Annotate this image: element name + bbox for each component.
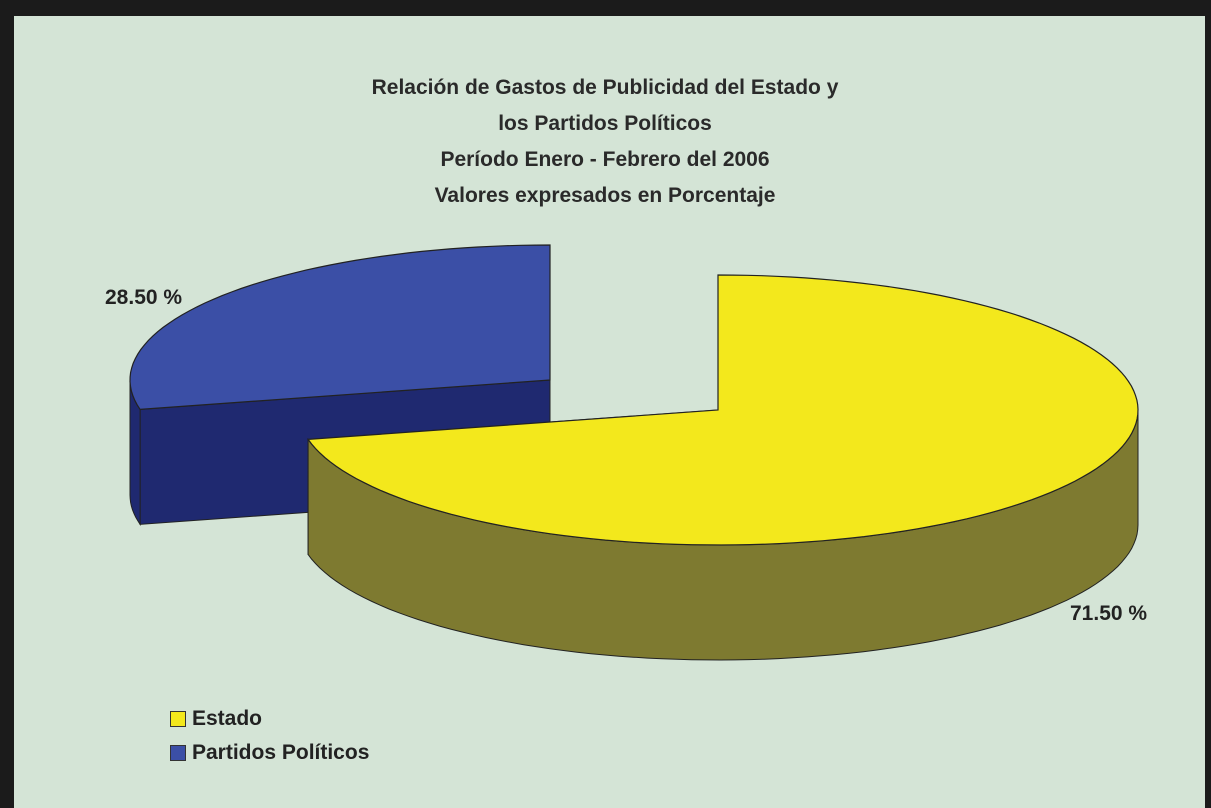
chart-title: Relación de Gastos de Publicidad del Est…	[200, 70, 1010, 214]
title-line-2: los Partidos Políticos	[498, 112, 712, 135]
legend-item-partidos: Partidos Políticos	[170, 736, 369, 770]
legend-label-estado: Estado	[192, 707, 263, 730]
title-line-1: Relación de Gastos de Publicidad del Est…	[371, 76, 839, 99]
data-label-partidos: 28.50 %	[105, 286, 183, 309]
legend-label-partidos: Partidos Políticos	[192, 741, 370, 764]
legend-swatch-partidos	[170, 745, 186, 761]
data-label-estado: 71.50 %	[1070, 602, 1148, 625]
legend-swatch-estado	[170, 711, 186, 727]
slice-top-estado	[306, 274, 1139, 546]
legend-item-estado: Estado	[170, 702, 369, 736]
slice-top-partidos	[129, 244, 551, 411]
title-line-4: Valores expresados en Porcentaje	[434, 184, 776, 207]
chart-legend: Estado Partidos Políticos	[170, 702, 369, 770]
title-line-3: Período Enero - Febrero del 2006	[440, 148, 770, 171]
